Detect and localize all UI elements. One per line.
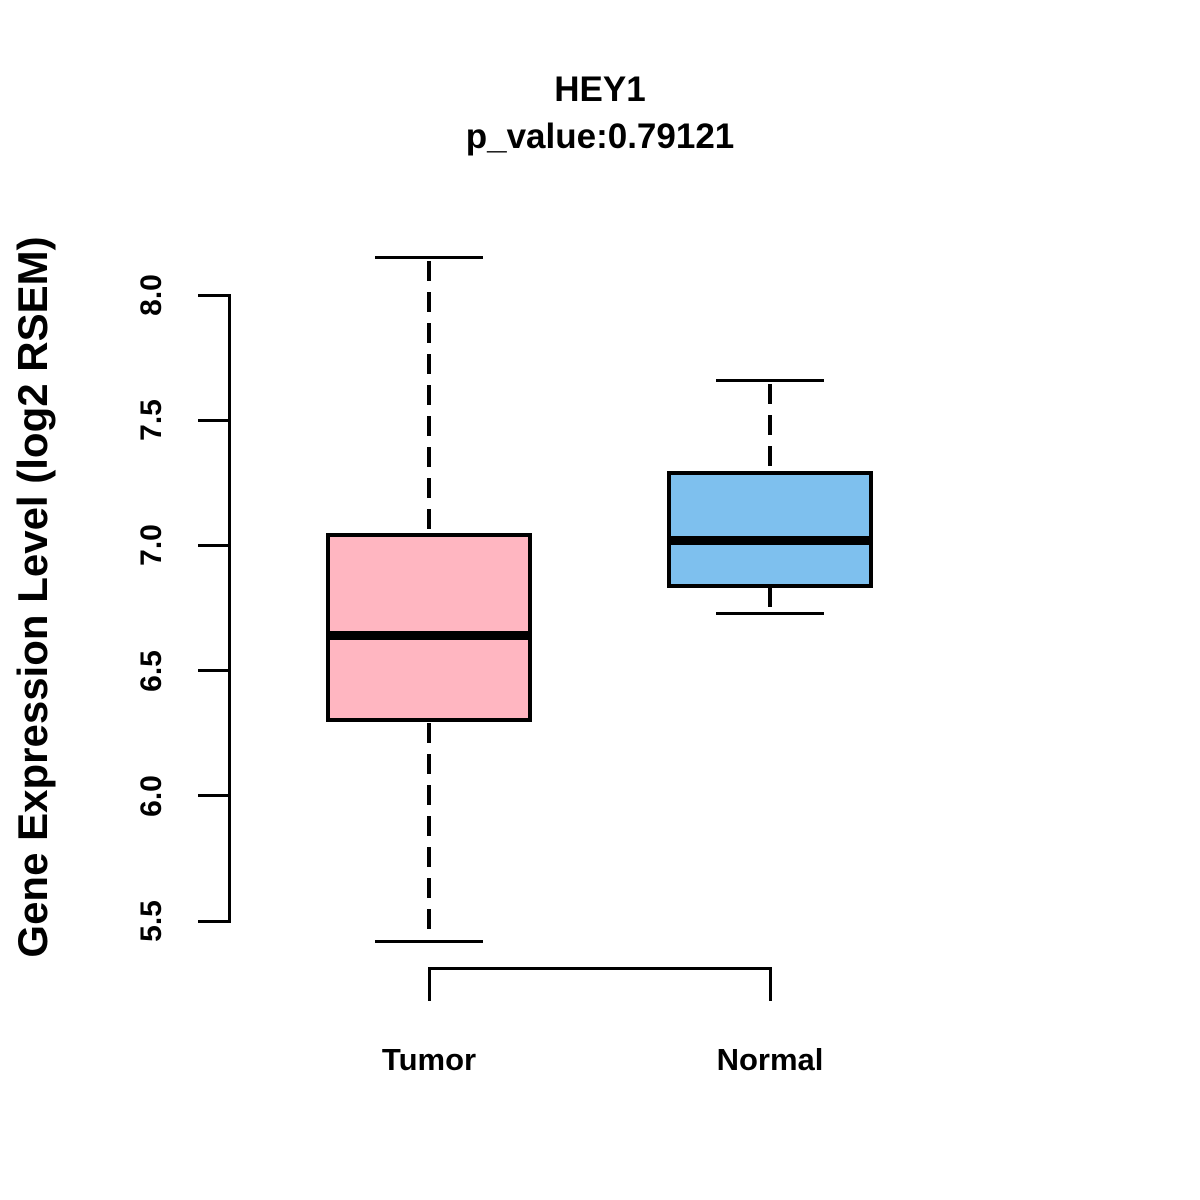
chart-title: HEY1 bbox=[554, 70, 646, 109]
y-axis-tick-label: 6.5 bbox=[135, 650, 168, 692]
x-axis-bracket-tick bbox=[769, 968, 772, 1001]
whisker-upper bbox=[768, 384, 772, 471]
x-axis-bracket-tick bbox=[428, 968, 431, 1001]
x-group-label: Normal bbox=[716, 1042, 824, 1077]
whisker-cap-upper bbox=[375, 256, 483, 259]
whisker-cap-upper bbox=[716, 379, 824, 382]
y-axis-tick-label: 6.0 bbox=[135, 775, 168, 817]
median-line bbox=[670, 536, 870, 545]
whisker-lower bbox=[768, 587, 772, 611]
whisker-cap-lower bbox=[375, 940, 483, 943]
whisker-upper bbox=[427, 261, 431, 533]
median-line bbox=[329, 631, 529, 640]
y-axis-tick bbox=[198, 794, 229, 797]
y-axis-tick bbox=[198, 544, 229, 547]
y-axis-tick-label: 7.5 bbox=[135, 399, 168, 441]
y-axis-tick-label: 7.0 bbox=[135, 524, 168, 566]
y-axis-line bbox=[228, 294, 231, 923]
y-axis-tick bbox=[198, 419, 229, 422]
chart-subtitle: p_value:0.79121 bbox=[465, 117, 735, 156]
y-axis-tick bbox=[198, 920, 229, 923]
box-tumor bbox=[326, 533, 532, 722]
y-axis-tick-label: 5.5 bbox=[135, 900, 168, 942]
whisker-lower bbox=[427, 723, 431, 939]
y-axis-tick bbox=[198, 294, 229, 297]
y-axis-tick bbox=[198, 669, 229, 672]
x-axis-bracket bbox=[428, 967, 772, 970]
box-normal bbox=[667, 471, 873, 588]
x-group-label: Tumor bbox=[381, 1042, 477, 1077]
whisker-cap-lower bbox=[716, 612, 824, 615]
y-axis-tick-label: 8.0 bbox=[135, 274, 168, 316]
y-axis-label: Gene Expression Level (log2 RSEM) bbox=[9, 236, 56, 958]
